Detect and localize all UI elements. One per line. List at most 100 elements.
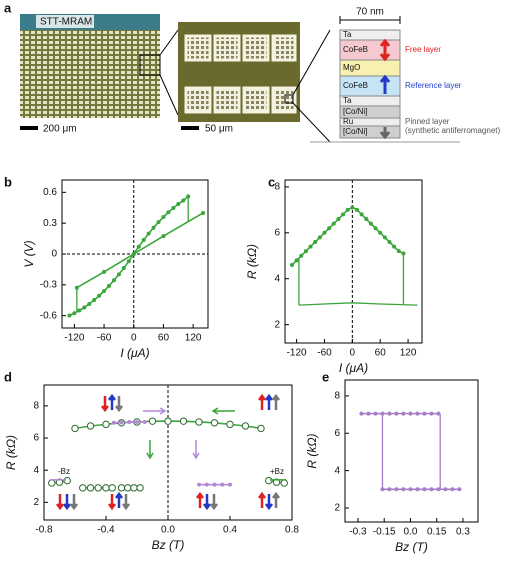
spin-arrow [108,494,116,511]
data-point [102,484,110,492]
data-point [378,230,383,235]
data-point [72,311,77,316]
data-point [195,418,203,426]
y-tick-label: 2 [33,497,39,508]
data-point [111,278,116,283]
x-tick-label: -0.15 [373,527,396,538]
data-point [97,293,102,298]
label-box [36,15,94,28]
layer-label: Ru [343,117,353,126]
annotation: +Bz [270,467,284,476]
x-tick-label: 120 [400,348,417,359]
data-point [124,484,132,492]
data-point [136,244,141,249]
layer-label: [Co/Ni] [343,107,367,116]
x-tick-label: -120 [287,348,307,359]
data-point [272,478,281,486]
spin-arrow [203,494,211,511]
data-point [350,205,355,210]
layer-label: MgO [343,63,360,72]
y-tick-label: -0.6 [40,310,58,321]
data-point [396,249,401,254]
scale-bar [20,126,38,130]
x-axis-label: I (μA) [339,361,368,375]
data-point [415,411,420,416]
plot-frame [284,179,423,344]
data-point [241,422,250,430]
x-tick-label: 0 [131,333,137,344]
data-point [373,226,378,231]
data-point [303,249,308,254]
panel-letter: b [4,174,12,189]
x-tick-label: 0 [350,348,356,359]
data-point [289,262,294,267]
y-tick-label: 6 [334,428,340,439]
micrograph [20,14,160,118]
data-point [341,212,346,217]
zoom-box [284,94,294,104]
data-point [102,269,107,274]
data-point [119,420,124,425]
data-point [308,244,313,249]
data-point [156,220,161,225]
data-point [179,417,188,425]
y-axis-label: R (kΩ) [4,435,18,470]
data-point [79,484,87,492]
data-point [392,244,397,249]
data-point [422,411,427,416]
data-point [408,411,413,416]
width-label: 70 nm [356,7,384,18]
mtj-stack [310,19,460,143]
data-point [422,487,427,492]
spin-arrow [56,494,64,511]
data-point [121,265,126,270]
y-tick-label: 4 [274,273,280,284]
data-point [387,487,392,492]
data-point [450,487,455,492]
data-point [212,482,217,487]
data-point [210,419,219,427]
panel-letter: c [268,174,275,189]
data-point [82,305,87,310]
y-tick-label: 0.3 [43,218,57,229]
spin-arrow [258,491,266,508]
data-point [131,252,136,256]
data-point [354,207,359,212]
data-point [161,215,166,219]
y-tick-label: 0 [51,249,57,260]
data-point [146,231,151,236]
layer-role: Reference layer [405,81,462,90]
y-tick-label: 4 [33,465,39,476]
layer-label: Ta [343,96,352,105]
spin-arrow [265,494,273,511]
data-point [280,479,288,487]
spin-arrow [108,393,116,410]
data-point [294,258,299,263]
image-title: STT-MRAM [40,17,92,28]
x-tick-label: -60 [97,333,112,344]
scale-label: 200 μm [43,124,77,135]
spin-arrow [258,393,266,410]
data-point [94,484,102,492]
data-point [197,482,201,487]
x-tick-label: 0.3 [456,527,470,538]
pad-array [184,34,297,114]
x-tick-label: -0.4 [97,525,115,536]
data-point [142,419,147,424]
data-point [166,210,171,215]
data-point [117,484,126,492]
data-point [457,487,462,492]
plot-frame [344,379,479,523]
scale-label: 50 μm [205,124,233,135]
data-point [387,411,392,416]
x-tick-label: -0.3 [349,527,367,538]
data-point [204,482,209,487]
panel-a: a STT-MRAM 200 μm 50 μm [4,0,500,143]
data-point [111,420,116,425]
data-point [108,484,116,492]
data-point [151,225,156,230]
scale-bar [181,126,199,130]
spin-arrow [70,494,78,511]
y-axis-label: V (V) [22,240,36,267]
data-point [401,411,406,416]
